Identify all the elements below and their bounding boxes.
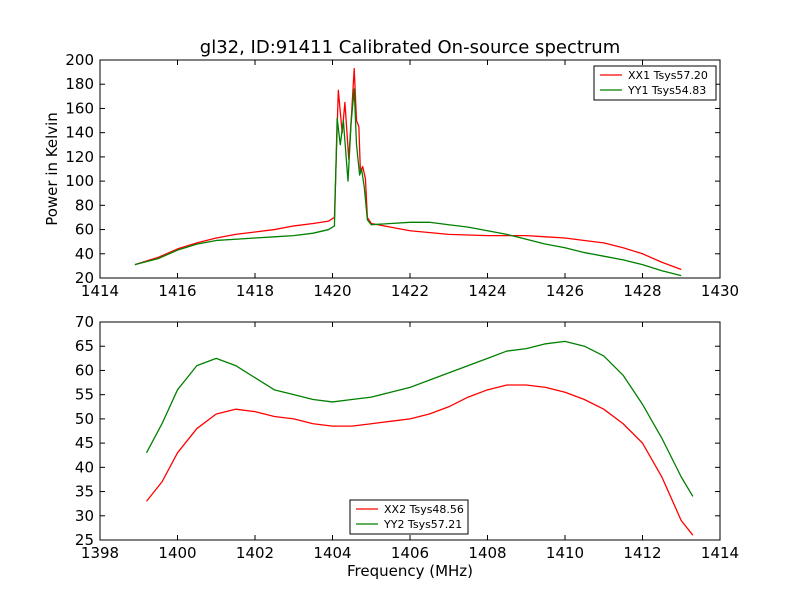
top-x-tick-label: 1418 [236,282,274,300]
top-y-tick-label: 180 [65,75,94,93]
bottom-y-tick-label: 45 [75,434,94,452]
top-series-line-1 [134,88,682,277]
top-x-tick-label: 1416 [158,282,196,300]
bottom-legend-label: YY2 Tsys57.21 [383,518,462,531]
top-legend-label: XX1 Tsys57.20 [628,69,708,82]
chart-title: gl32, ID:91411 Calibrated On-source spec… [200,37,620,58]
bottom-x-tick-label: 1400 [158,544,196,562]
top-legend: XX1 Tsys57.20 YY1 Tsys54.83 [593,65,717,101]
top-y-tick-label: 40 [75,245,94,263]
top-x-tick-label: 1420 [313,282,351,300]
bottom-x-tick-label: 1414 [701,544,739,562]
bottom-y-tick-label: 30 [75,507,94,525]
bottom-y-tick-label: 60 [75,361,94,379]
bottom-y-tick-label: 50 [75,410,94,428]
bottom-y-tick-label: 55 [75,386,94,404]
bottom-y-tick-label: 65 [75,337,94,355]
top-y-tick-label: 20 [75,269,94,287]
bottom-x-tick-label: 1402 [236,544,274,562]
bottom-series-line-0 [145,384,694,536]
bottom-x-tick-label: 1398 [81,544,119,562]
top-x-tick-label: 1428 [623,282,661,300]
bottom-x-tick-label: 1410 [546,544,584,562]
top-y-tick-label: 120 [65,148,94,166]
bottom-x-tick-label: 1406 [391,544,429,562]
bottom-legend: XX2 Tsys48.56 YY2 Tsys57.21 [349,499,469,535]
y-axis-label-top: Power in Kelvin [43,112,61,226]
top-y-tick-label: 140 [65,124,94,142]
top-x-tick-label: 1414 [81,282,119,300]
bottom-spectrum-plot: 1398 1400 1402 1404 1406 1408 1410 1412 1414 25 30… [75,313,739,562]
bottom-y-tick-label: 40 [75,458,94,476]
top-x-tick-label: 1430 [701,282,739,300]
top-y-tick-label: 100 [65,172,94,190]
top-y-tick-label: 200 [65,51,94,69]
bottom-y-tick-label: 70 [75,313,94,331]
top-legend-label: YY1 Tsys54.83 [627,84,706,97]
top-x-tick-label: 1422 [391,282,429,300]
bottom-y-tick-label: 25 [75,531,94,549]
top-x-tick-label: 1426 [546,282,584,300]
top-y-tick-label: 160 [65,99,94,117]
bottom-series-line-1 [145,340,694,497]
top-y-tick-label: 60 [75,221,94,239]
x-axis-label-bottom: Frequency (MHz) [347,562,473,580]
bottom-legend-label: XX2 Tsys48.56 [384,503,464,516]
top-series-line-0 [134,67,682,271]
top-x-tick-label: 1424 [468,282,506,300]
top-spectrum-plot: 1414 1416 1418 1420 1422 1424 1426 1428 1430 20 40… [65,51,739,300]
bottom-x-tick-label: 1404 [313,544,351,562]
bottom-x-tick-label: 1412 [623,544,661,562]
top-y-tick-label: 80 [75,196,94,214]
bottom-x-tick-label: 1408 [468,544,506,562]
bottom-y-tick-label: 35 [75,483,94,501]
